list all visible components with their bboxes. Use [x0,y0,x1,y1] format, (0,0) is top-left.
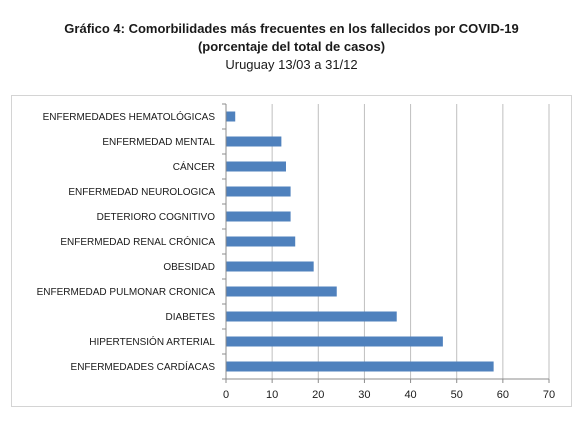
chart-title-line2: (porcentaje del total de casos) [197,39,386,54]
chart-frame [11,95,572,407]
category-label: ENFERMEDAD RENAL CRÓNICA [60,235,215,248]
category-label: DIABETES [166,312,216,323]
x-tick-label: 70 [543,389,555,401]
x-tick-label: 0 [223,389,229,401]
bar [226,286,337,297]
bar [226,161,286,172]
category-label: ENFERMEDADES CARDÍACAS [71,360,216,373]
bar [226,261,314,272]
category-label: ENFERMEDAD NEUROLOGICA [68,187,215,198]
bar [226,186,291,197]
x-tick-label: 20 [312,389,324,401]
category-label: ENFERMEDAD MENTAL [102,137,215,148]
x-tick-label: 40 [404,389,416,401]
bar [226,361,494,372]
x-tick-label: 60 [497,389,509,401]
bar [226,111,236,122]
category-label: ENFERMEDAD PULMONAR CRONICA [37,287,216,298]
category-label: HIPERTENSIÓN ARTERIAL [89,335,215,348]
bar [226,311,397,322]
bar [226,236,296,247]
category-label: OBESIDAD [163,262,215,273]
bar [226,336,443,347]
category-label: CÁNCER [173,160,215,173]
bar [226,211,291,222]
x-tick-label: 10 [266,389,278,401]
bar [226,136,282,147]
x-tick-label: 50 [451,389,463,401]
category-label: ENFERMEDADES HEMATOLÓGICAS [43,110,216,123]
chart-title: Gráfico 4: Comorbilidades más frecuentes… [64,21,519,36]
chart-subtitle: Uruguay 13/03 a 31/12 [225,57,358,72]
chart-header: Gráfico 4: Comorbilidades más frecuentes… [0,20,583,74]
x-tick-label: 30 [358,389,370,401]
category-label: DETERIORO COGNITIVO [97,212,216,223]
